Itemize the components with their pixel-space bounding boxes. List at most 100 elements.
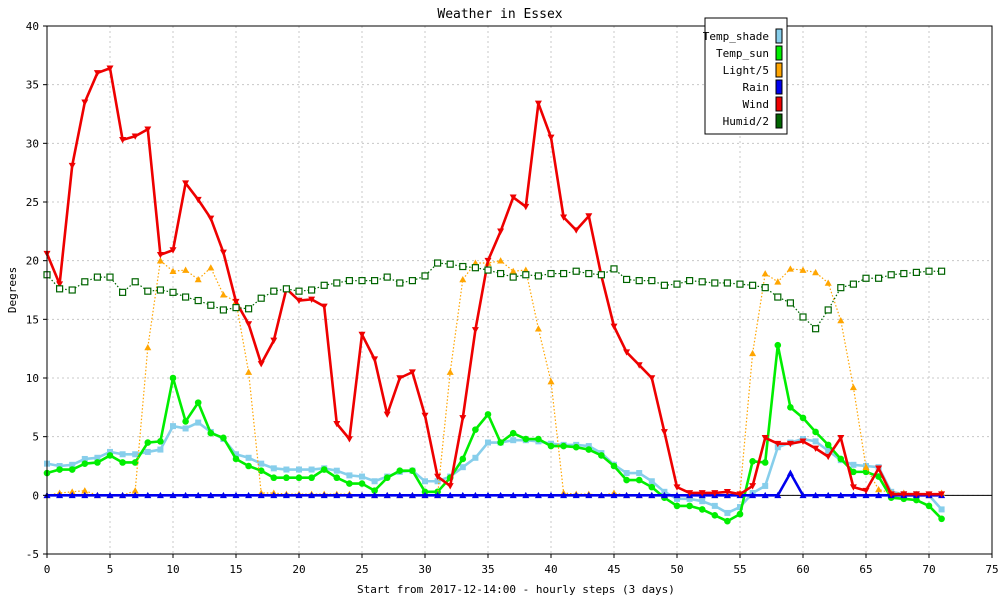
data-point-temp-sun <box>371 487 378 494</box>
data-point-temp-sun <box>484 411 492 418</box>
data-point-humid-2 <box>660 281 669 289</box>
data-point-humid-2 <box>837 284 845 292</box>
data-point-wind <box>900 491 908 498</box>
data-point-temp-sun <box>295 474 303 482</box>
data-point-humid-2 <box>55 285 64 293</box>
data-point-humid-2 <box>673 280 681 288</box>
data-point-light-5 <box>81 487 89 494</box>
data-point-wind <box>522 203 530 211</box>
data-point-rain <box>585 491 593 499</box>
data-point-humid-2 <box>345 277 353 285</box>
plot-frame <box>46 25 993 555</box>
data-point-rain <box>660 491 668 499</box>
data-point-temp-sun <box>686 502 693 510</box>
data-point-rain <box>534 491 542 499</box>
data-point-rain <box>761 491 769 499</box>
data-point-humid-2 <box>446 260 454 268</box>
data-point-temp-shade <box>333 467 340 474</box>
y-tick-label: 5 <box>32 431 39 444</box>
data-point-temp-sun <box>396 467 404 474</box>
data-point-light-5 <box>812 268 820 276</box>
data-point-temp-shade <box>711 502 718 509</box>
data-point-wind <box>824 453 832 461</box>
data-point-temp-sun <box>824 441 832 449</box>
data-point-humid-2 <box>736 280 744 288</box>
data-point-wind <box>786 440 794 448</box>
data-point-humid-2 <box>698 278 706 286</box>
data-point-rain <box>156 491 164 499</box>
legend-swatch-light-5 <box>775 62 783 78</box>
data-point-humid-2 <box>408 277 416 285</box>
x-tick-label: 70 <box>922 563 935 576</box>
data-point-humid-2 <box>723 279 732 287</box>
data-point-rain <box>623 491 631 499</box>
data-point-temp-sun <box>207 429 215 437</box>
data-point-light-5 <box>824 279 832 286</box>
data-point-temp-sun <box>711 511 719 519</box>
data-point-rain <box>396 491 404 499</box>
data-point-humid-2 <box>572 267 580 275</box>
x-tick-label: 10 <box>166 563 179 576</box>
data-point-wind <box>623 349 631 356</box>
data-point-rain <box>144 491 152 499</box>
data-point-humid-2 <box>257 294 265 302</box>
data-point-rain <box>308 491 316 499</box>
data-point-humid-2 <box>421 272 429 280</box>
data-point-wind <box>257 361 265 368</box>
data-point-rain <box>131 491 139 499</box>
data-point-wind <box>723 489 731 496</box>
data-point-wind <box>925 491 933 498</box>
data-point-temp-shade <box>81 455 88 462</box>
data-point-temp-shade <box>371 478 378 485</box>
data-point-humid-2 <box>194 296 202 305</box>
data-point-rain <box>232 491 240 499</box>
data-point-humid-2 <box>824 306 832 314</box>
data-point-humid-2 <box>182 293 190 301</box>
data-point-temp-sun <box>648 483 656 491</box>
data-point-light-5 <box>194 275 202 283</box>
data-point-temp-shade <box>296 466 302 473</box>
legend-box <box>704 17 788 135</box>
data-point-temp-sun <box>270 474 278 482</box>
x-tick-label: 50 <box>670 563 683 576</box>
data-point-rain <box>560 491 568 499</box>
tick-labels: 0 5 10 15 20 25 30 35 40 45 50 55 60 65 70 75 -5 0 5 10 15 20… <box>26 20 999 576</box>
data-point-wind <box>194 196 202 204</box>
data-point-temp-sun <box>182 418 189 425</box>
series-wind <box>43 65 946 498</box>
data-point-light-5 <box>459 275 467 283</box>
data-point-temp-shade <box>850 461 857 468</box>
data-point-light-5 <box>786 265 794 272</box>
data-point-temp-sun <box>774 341 782 349</box>
data-point-humid-2 <box>68 286 76 294</box>
data-point-humid-2 <box>761 284 769 292</box>
data-point-temp-shade <box>585 443 592 450</box>
data-point-humid-2 <box>799 313 807 321</box>
data-point-temp-shade <box>170 423 176 430</box>
data-point-wind <box>371 356 379 363</box>
data-point-temp-sun <box>421 488 429 496</box>
data-point-temp-sun <box>320 466 328 473</box>
data-point-humid-2 <box>232 304 240 312</box>
data-point-temp-sun <box>875 473 882 480</box>
data-point-wind <box>509 194 517 201</box>
data-point-temp-shade <box>359 473 365 480</box>
data-point-rain <box>56 491 64 499</box>
data-point-temp-sun <box>257 467 265 474</box>
data-point-wind <box>270 337 278 344</box>
data-point-rain <box>509 491 517 499</box>
data-point-rain <box>572 491 580 499</box>
data-point-temp-sun <box>799 414 807 422</box>
data-point-wind <box>434 473 442 481</box>
data-point-rain <box>93 491 101 499</box>
data-point-temp-shade <box>812 438 819 445</box>
data-point-humid-2 <box>547 269 555 278</box>
data-point-temp-sun <box>68 466 76 473</box>
data-point-wind <box>912 491 920 498</box>
data-point-humid-2 <box>282 285 290 293</box>
data-point-wind <box>106 65 114 72</box>
data-point-rain <box>673 491 681 499</box>
data-point-wind <box>686 490 694 497</box>
data-point-rain <box>219 491 227 499</box>
